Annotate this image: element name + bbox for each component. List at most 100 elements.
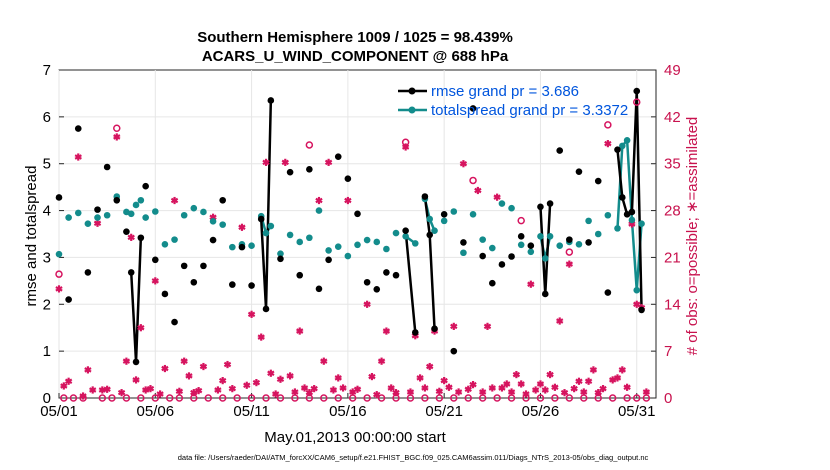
y-left-tick-label: 4 [43, 203, 51, 220]
rmse-point [450, 347, 458, 355]
possible-obs-marker [450, 394, 458, 402]
rmse-point [421, 193, 429, 200]
spread-point [171, 236, 178, 243]
rmse-point [257, 215, 265, 223]
assimilated-obs-marker [416, 374, 424, 382]
assimilated-obs-marker [406, 388, 415, 396]
spread-point [277, 250, 284, 257]
rmse-point [383, 269, 390, 276]
rmse-point [209, 236, 217, 244]
spread-point [248, 242, 255, 250]
spread-point [633, 286, 641, 294]
spread-point [614, 225, 621, 232]
assimilated-obs-marker [483, 322, 492, 330]
rmse-point [180, 262, 188, 270]
rmse-point [137, 234, 145, 242]
legend-rmse-marker [408, 87, 416, 95]
possible-obs-marker [247, 394, 256, 402]
rmse-point [546, 200, 554, 207]
rmse-point [373, 285, 381, 293]
spread-point [137, 196, 145, 204]
rmse-point [344, 175, 352, 183]
spread-point [431, 227, 438, 235]
possible-obs-marker [464, 394, 472, 402]
chart-title-line2: ACARS_U_WIND_COMPONENT @ 688 hPa [202, 48, 509, 65]
assimilated-obs-marker [570, 385, 578, 393]
rmse-point [315, 285, 323, 293]
assimilated-obs-marker [580, 388, 588, 396]
assimilated-obs-marker [478, 388, 487, 396]
rmse-point [190, 278, 198, 286]
spread-point [334, 243, 342, 250]
spread-point [546, 233, 554, 240]
possible-obs-marker [113, 124, 121, 132]
spread-point [527, 248, 535, 256]
assimilated-obs-marker [613, 374, 622, 382]
spread-point [142, 214, 149, 221]
assimilated-obs-marker [219, 376, 227, 385]
rmse-point [508, 253, 515, 260]
assimilated-obs-marker [599, 385, 607, 393]
rmse-point [262, 305, 270, 313]
assimilated-obs-marker [243, 381, 251, 389]
rmse-point [411, 329, 419, 336]
assimilated-obs-marker [324, 158, 333, 166]
spread-point [190, 204, 198, 212]
possible-obs-marker [608, 394, 617, 402]
rmse-point [65, 296, 72, 303]
y-left-tick-label: 7 [43, 62, 51, 79]
assimilated-obs-marker [180, 357, 188, 365]
data-file-footnote: data file: /Users/raeder/DAI/ATM_forcXX/… [178, 453, 649, 462]
possible-obs-marker [435, 394, 444, 402]
spread-point [262, 229, 270, 237]
assimilated-obs-marker [604, 140, 612, 148]
spread-point [354, 241, 361, 249]
possible-obs-marker [98, 394, 107, 402]
assimilated-obs-marker [127, 233, 135, 241]
x-tick-label: 05/26 [522, 403, 560, 420]
possible-obs-marker [108, 394, 116, 402]
possible-obs-marker [55, 270, 63, 278]
assimilated-obs-marker [320, 357, 328, 365]
rmse-point [286, 168, 294, 176]
spread-point [127, 210, 135, 218]
possible-obs-marker [632, 98, 641, 106]
assimilated-obs-marker [623, 383, 631, 391]
assimilated-obs-marker [79, 392, 87, 400]
rmse-point [556, 147, 564, 154]
assimilated-obs-marker [556, 317, 564, 325]
y-left-tick-label: 6 [43, 109, 51, 126]
spread-point [363, 236, 371, 244]
assimilated-obs-marker [214, 386, 222, 394]
y-right-tick-label: 7 [664, 343, 672, 360]
assimilated-obs-marker [392, 389, 400, 397]
assimilated-obs-marker [421, 384, 429, 392]
assimilated-obs-marker [103, 385, 111, 393]
possible-obs-marker [69, 394, 78, 402]
x-tick-label: 05/16 [329, 403, 367, 420]
rmse-point [614, 146, 621, 153]
spread-point [373, 238, 381, 246]
spread-point [604, 211, 612, 219]
assimilated-obs-marker [373, 391, 381, 399]
y-right-tick-label: 0 [664, 390, 672, 407]
assimilated-obs-marker [238, 223, 246, 231]
assimilated-obs-marker [541, 386, 549, 394]
y-right-tick-label: 35 [664, 156, 681, 173]
assimilated-obs-marker [132, 376, 140, 384]
possible-obs-marker [623, 394, 631, 402]
x-axis-label: May.01,2013 00:00:00 start [264, 429, 446, 446]
y-right-tick-label: 21 [664, 249, 681, 266]
spread-point [623, 136, 631, 144]
possible-obs-marker [233, 394, 241, 402]
chart-title-line1: Southern Hemisphere 1009 / 1025 = 98.439… [197, 29, 513, 46]
spread-point [426, 215, 434, 223]
assimilated-obs-marker [267, 369, 275, 377]
assimilated-obs-marker [565, 260, 574, 268]
assimilated-obs-marker [137, 324, 145, 332]
assimilated-obs-marker [589, 366, 598, 374]
rmse-point [594, 177, 602, 185]
y-left-tick-label: 3 [43, 249, 51, 266]
assimilated-obs-marker [469, 381, 477, 389]
